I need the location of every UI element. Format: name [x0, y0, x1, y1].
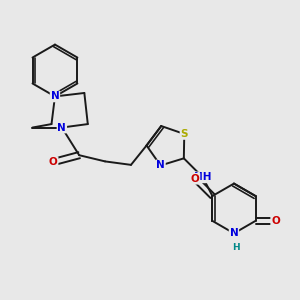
Text: H: H: [232, 243, 239, 252]
Text: O: O: [271, 216, 280, 226]
Text: N: N: [156, 160, 165, 170]
Text: N: N: [58, 122, 66, 133]
Text: NH: NH: [194, 172, 211, 182]
Text: O: O: [191, 174, 200, 184]
Text: O: O: [49, 157, 58, 167]
Text: S: S: [181, 129, 188, 139]
Text: N: N: [230, 228, 238, 238]
Text: N: N: [51, 92, 59, 101]
